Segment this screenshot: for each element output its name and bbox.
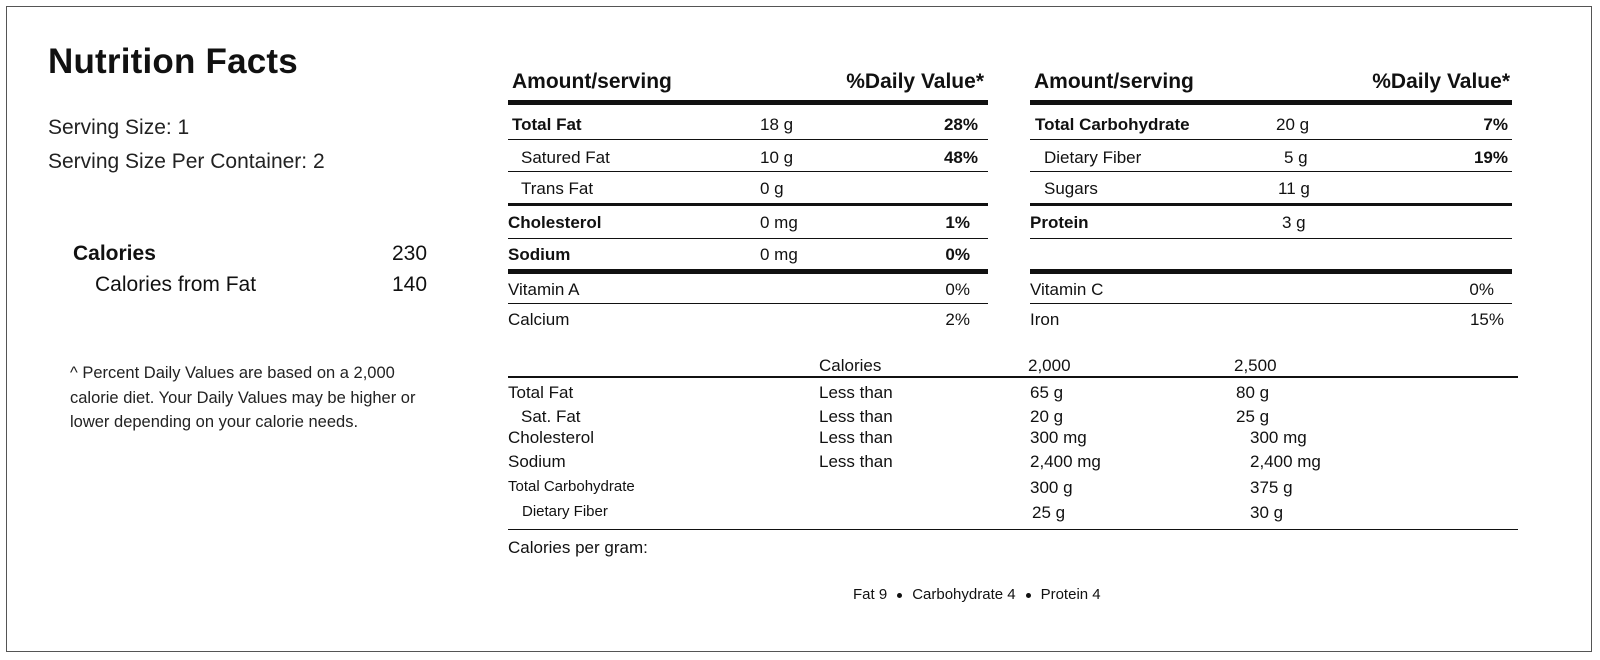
calories-label: Calories (73, 242, 156, 265)
calories-from-fat-label: Calories from Fat (95, 273, 257, 296)
dv-row-dietary-fiber: Dietary Fiber 25 g 30 g (522, 503, 1284, 522)
dv-row-total-carbohydrate: Total Carbohydrate 300 g 375 g (508, 478, 1293, 497)
right-nutrient-panel: Amount/serving %Daily Value* Total Carbo… (1030, 70, 1512, 329)
right-header-rule (1030, 100, 1512, 105)
dv-header-row: Calories 2,000 2,500 (819, 356, 1277, 375)
calories-from-fat-value: 140 (392, 273, 428, 296)
left-nutrient-panel: Amount/serving %Daily Value* Total Fat 1… (508, 70, 988, 340)
dv-row-cholesterol: Cholesterol Less than 300 mg 300 mg (508, 428, 1307, 447)
page-title: Nutrition Facts (48, 42, 298, 81)
factor-protein: Protein 4 (1040, 586, 1101, 603)
right-header-amount: Amount/serving (1034, 70, 1194, 93)
dv-row-total-fat: Total Fat Less than 65 g 80 g (508, 383, 1270, 402)
dv-row-sodium: Sodium Less than 2,400 mg 2,400 mg (508, 452, 1321, 471)
label-frame (6, 6, 1592, 652)
left-header-amount: Amount/serving (512, 70, 672, 93)
left-header-dv: %Daily Value* (846, 70, 984, 93)
footnote: ^ Percent Daily Values are based on a 2,… (70, 364, 416, 431)
calories-per-gram-label: Calories per gram: (508, 538, 648, 557)
calories-value: 230 (392, 242, 428, 265)
bullet-icon (897, 592, 903, 598)
factor-carbohydrate: Carbohydrate 4 (912, 586, 1016, 603)
left-header-rule (508, 100, 988, 105)
calories-per-gram-factors: Fat 9 Carbohydrate 4 Protein 4 (853, 586, 1101, 603)
serving-per-container: Serving Size Per Container: 2 (48, 150, 325, 173)
factor-fat: Fat 9 (853, 586, 888, 603)
serving-size: Serving Size: 1 (48, 116, 190, 139)
right-header-dv: %Daily Value* (1372, 70, 1510, 93)
dv-row-sat-fat: Sat. Fat Less than 20 g 25 g (521, 407, 1270, 426)
bullet-icon (1025, 592, 1031, 598)
